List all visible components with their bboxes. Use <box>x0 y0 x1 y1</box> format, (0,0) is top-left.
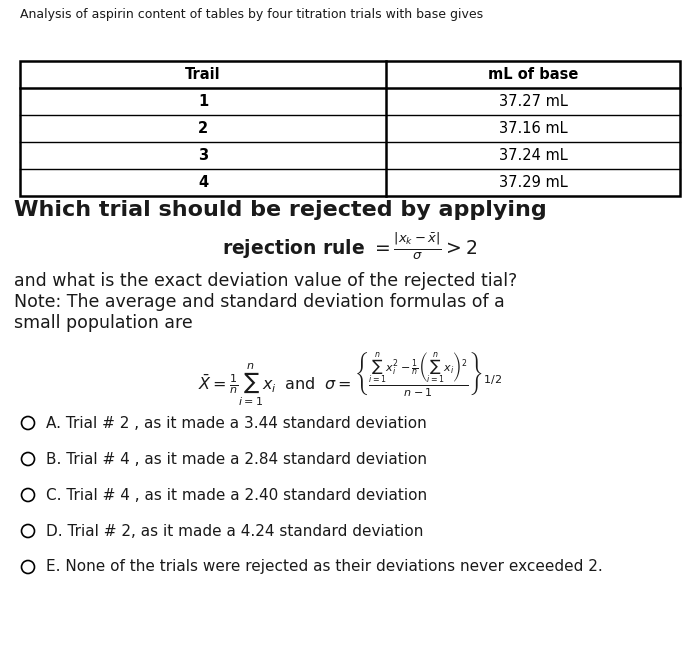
Text: Which trial should be rejected by applying: Which trial should be rejected by applyi… <box>14 200 547 220</box>
Text: Note: The average and standard deviation formulas of a: Note: The average and standard deviation… <box>14 293 505 311</box>
Text: $\bar{X} = \frac{1}{n}\sum_{i=1}^{n} x_i\;$ and $\;\sigma = \left\{\frac{\sum_{i: $\bar{X} = \frac{1}{n}\sum_{i=1}^{n} x_i… <box>198 350 502 408</box>
Text: A. Trial # 2 , as it made a 3.44 standard deviation: A. Trial # 2 , as it made a 3.44 standar… <box>46 415 427 430</box>
Text: 2: 2 <box>198 121 208 136</box>
Text: rejection rule $= \frac{|x_k-\bar{x}|}{\sigma} > 2$: rejection rule $= \frac{|x_k-\bar{x}|}{\… <box>223 230 477 262</box>
Bar <box>20 61 680 196</box>
Text: Analysis of aspirin content of tables by four titration trials with base gives: Analysis of aspirin content of tables by… <box>20 8 483 21</box>
Text: B. Trial # 4 , as it made a 2.84 standard deviation: B. Trial # 4 , as it made a 2.84 standar… <box>46 451 427 466</box>
Text: small population are: small population are <box>14 314 192 332</box>
Text: 3: 3 <box>198 148 208 163</box>
Text: Trail: Trail <box>186 67 221 82</box>
Text: 37.24 mL: 37.24 mL <box>499 148 568 163</box>
Text: E. None of the trials were rejected as their deviations never exceeded 2.: E. None of the trials were rejected as t… <box>46 560 603 575</box>
Text: mL of base: mL of base <box>488 67 578 82</box>
Text: 1: 1 <box>198 94 209 109</box>
Text: C. Trial # 4 , as it made a 2.40 standard deviation: C. Trial # 4 , as it made a 2.40 standar… <box>46 487 427 502</box>
Text: 37.16 mL: 37.16 mL <box>499 121 568 136</box>
Text: 4: 4 <box>198 175 208 190</box>
Text: 37.27 mL: 37.27 mL <box>498 94 568 109</box>
Text: and what is the exact deviation value of the rejected tial?: and what is the exact deviation value of… <box>14 272 517 290</box>
Text: D. Trial # 2, as it made a 4.24 standard deviation: D. Trial # 2, as it made a 4.24 standard… <box>46 523 423 539</box>
Text: 37.29 mL: 37.29 mL <box>499 175 568 190</box>
